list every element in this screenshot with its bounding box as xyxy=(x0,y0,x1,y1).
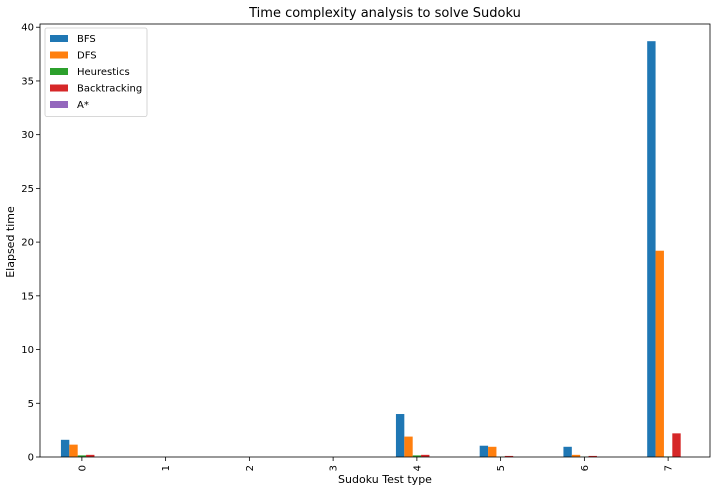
x-tick-label: 7 xyxy=(664,465,675,471)
y-tick-label: 40 xyxy=(21,23,34,34)
bar-dfs-5 xyxy=(488,446,497,457)
x-tick-label: 3 xyxy=(329,465,340,471)
y-tick-label: 15 xyxy=(21,291,34,302)
y-tick-label: 35 xyxy=(21,76,34,87)
x-tick-label: 1 xyxy=(161,465,172,471)
y-axis: 0 5 10 15 20 25 30 35 40 xyxy=(21,23,40,464)
y-tick-label: 5 xyxy=(28,399,34,410)
bar-dfs-6 xyxy=(571,454,581,457)
plot-frame xyxy=(39,23,711,458)
bar-dfs-7 xyxy=(655,250,664,457)
bar-bfs-7 xyxy=(647,41,656,457)
chart-title: Time complexity analysis to solve Sudoku xyxy=(248,6,521,21)
x-tick-label: 4 xyxy=(412,465,423,471)
legend-label: Heurestics xyxy=(77,67,130,78)
legend: BFS DFS Heurestics Backtracking A* xyxy=(44,27,148,117)
bar-bfs-6 xyxy=(563,446,572,457)
bars-layer xyxy=(60,41,681,457)
legend-label: DFS xyxy=(77,51,97,62)
bar-backtracking-0 xyxy=(86,454,95,457)
legend-label: A* xyxy=(77,100,89,111)
x-axis-label: Sudoku Test type xyxy=(338,473,432,486)
legend-swatch xyxy=(50,101,68,108)
y-tick-label: 10 xyxy=(21,345,34,356)
y-axis-label: Elapsed time xyxy=(4,206,17,278)
x-tick-label: 5 xyxy=(496,465,507,471)
y-tick-label: 20 xyxy=(21,238,34,249)
y-tick-label: 25 xyxy=(21,184,34,195)
x-tick-label: 2 xyxy=(245,465,256,471)
legend-swatch xyxy=(50,84,68,92)
legend-label: BFS xyxy=(77,34,96,45)
bar-backtracking-7 xyxy=(672,433,681,457)
legend-swatch xyxy=(50,68,68,75)
bar-bfs-4 xyxy=(395,414,405,457)
legend-swatch xyxy=(50,51,68,59)
bar-backtracking-4 xyxy=(421,454,430,457)
x-tick-label: 0 xyxy=(77,465,88,471)
x-tick-label: 6 xyxy=(580,465,591,471)
bar-heurestics-0 xyxy=(77,455,87,457)
bar-bfs-0 xyxy=(60,439,70,457)
bar-backtracking-6 xyxy=(588,455,597,457)
bar-dfs-4 xyxy=(404,436,413,457)
legend-label: Backtracking xyxy=(77,84,142,95)
bar-bfs-5 xyxy=(479,445,489,457)
y-tick-label: 30 xyxy=(21,130,34,141)
x-axis: 0 1 2 3 4 5 6 7 xyxy=(77,457,675,471)
legend-box xyxy=(44,27,148,117)
bar-backtracking-5 xyxy=(504,455,514,457)
legend-swatch xyxy=(50,35,68,42)
bar-dfs-0 xyxy=(69,444,78,457)
y-tick-label: 0 xyxy=(28,453,34,464)
bar-heurestics-4 xyxy=(412,455,422,457)
